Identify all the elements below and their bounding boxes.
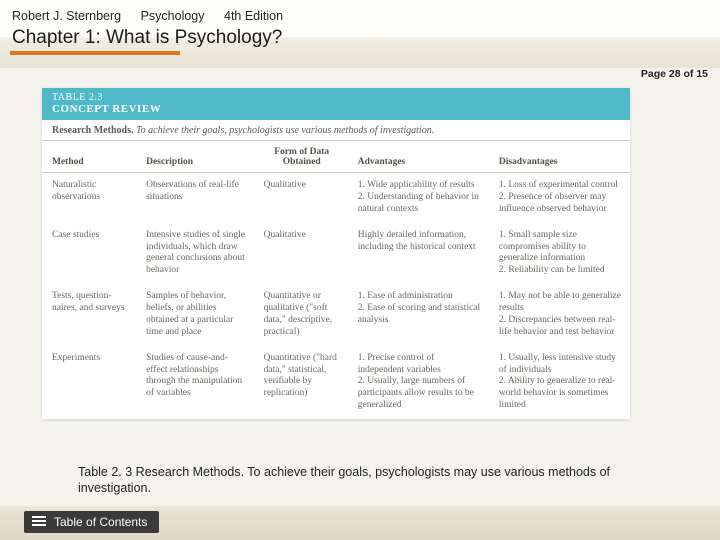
col-form: Form of Data Obtained	[254, 141, 348, 173]
table-head-row: Method Description Form of Data Obtained…	[42, 141, 630, 173]
table-row: ExperimentsStudies of cause-and-effect r…	[42, 346, 630, 419]
page-indicator: Page 28 of 15	[641, 68, 708, 80]
orange-accent	[10, 51, 180, 55]
subtitle-rest: To achieve their goals, psychologists us…	[133, 125, 434, 136]
table-body: Naturalistic observationsObservations of…	[42, 173, 630, 420]
cell-form: Qualitative	[254, 173, 348, 223]
cell-advantages: 1. Wide applicability of results 2. Unde…	[348, 173, 489, 223]
book-meta: Robert J. Sternberg Psychology 4th Editi…	[12, 9, 299, 23]
col-method: Method	[42, 141, 136, 173]
subtitle-bold: Research Methods.	[52, 125, 133, 136]
cell-disadvantages: 1. May not be able to generalize results…	[489, 284, 630, 346]
cell-form: Qualitative	[254, 223, 348, 285]
toc-label: Table of Contents	[54, 515, 147, 529]
col-description: Description	[136, 141, 254, 173]
table-row: Tests, question- naires, and surveysSamp…	[42, 284, 630, 346]
toc-button[interactable]: Table of Contents	[24, 511, 159, 533]
table-number: TABLE 2.3	[52, 92, 620, 103]
cell-method: Experiments	[42, 346, 136, 419]
edition: 4th Edition	[224, 9, 283, 23]
cell-disadvantages: 1. Small sample size compromises ability…	[489, 223, 630, 285]
cell-description: Samples of behavior, beliefs, or abiliti…	[136, 284, 254, 346]
table-subtitle: Research Methods. To achieve their goals…	[42, 120, 630, 141]
chapter-title: Chapter 1: What is Psychology?	[12, 27, 282, 49]
footer-bar: Table of Contents	[0, 506, 720, 540]
cell-description: Intensive studies of single individuals,…	[136, 223, 254, 285]
table-row: Case studiesIntensive studies of single …	[42, 223, 630, 285]
cell-advantages: 1. Ease of administration 2. Ease of sco…	[348, 284, 489, 346]
research-methods-table: Method Description Form of Data Obtained…	[42, 141, 630, 419]
cell-description: Observations of real-life situations	[136, 173, 254, 223]
cell-advantages: 1. Precise control of independent variab…	[348, 346, 489, 419]
table-row: Naturalistic observationsObservations of…	[42, 173, 630, 223]
cell-description: Studies of cause-and-effect relationship…	[136, 346, 254, 419]
concept-review-table: TABLE 2.3 CONCEPT REVIEW Research Method…	[42, 88, 630, 419]
cell-method: Case studies	[42, 223, 136, 285]
book-title: Psychology	[141, 9, 205, 23]
cell-advantages: Highly detailed information, including t…	[348, 223, 489, 285]
cell-form: Quantitative or qualitative ("soft data,…	[254, 284, 348, 346]
cell-method: Tests, question- naires, and surveys	[42, 284, 136, 346]
cell-disadvantages: 1. Usually, less intensive study of indi…	[489, 346, 630, 419]
col-disadvantages: Disadvantages	[489, 141, 630, 173]
table-header-bar: TABLE 2.3 CONCEPT REVIEW	[42, 88, 630, 120]
col-advantages: Advantages	[348, 141, 489, 173]
author: Robert J. Sternberg	[12, 9, 121, 23]
cell-disadvantages: 1. Loss of experimental control 2. Prese…	[489, 173, 630, 223]
cell-form: Quantitative ("hard data," statistical, …	[254, 346, 348, 419]
table-title: CONCEPT REVIEW	[52, 103, 620, 115]
figure-caption: Table 2. 3 Research Methods. To achieve …	[78, 464, 650, 497]
cell-method: Naturalistic observations	[42, 173, 136, 223]
